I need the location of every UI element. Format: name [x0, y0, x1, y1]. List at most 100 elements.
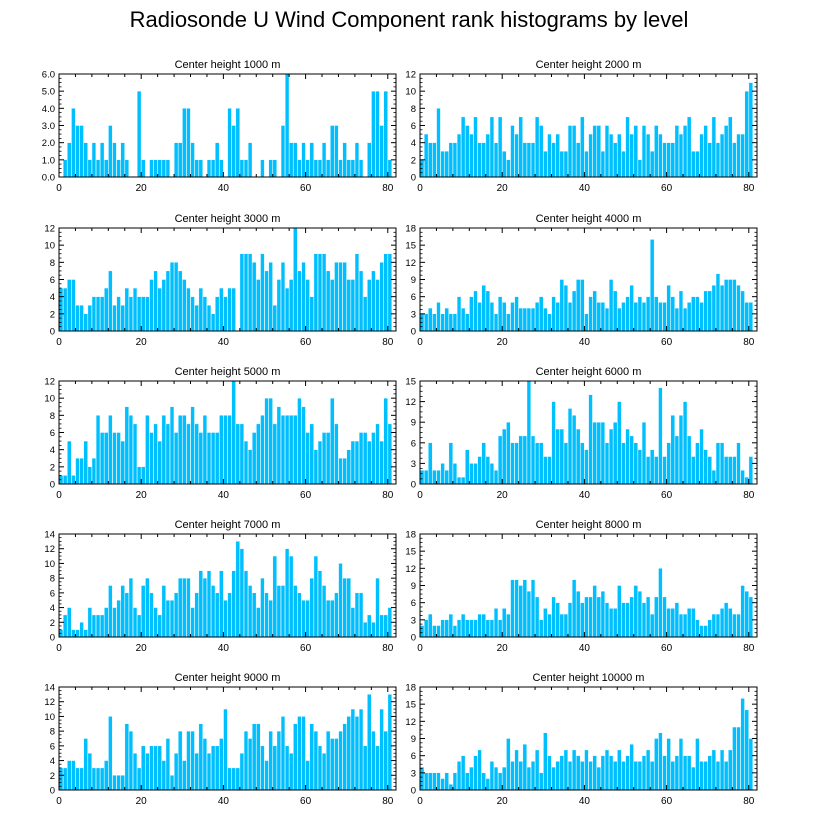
- y-tick-label: 0: [411, 480, 416, 491]
- histogram-bar: [169, 406, 175, 485]
- histogram-bar: [522, 307, 527, 332]
- histogram-bar: [161, 159, 166, 178]
- histogram-bar: [567, 602, 573, 638]
- y-tick-label: 14: [44, 530, 55, 541]
- histogram-bar: [567, 761, 573, 791]
- histogram-bar: [330, 125, 335, 178]
- histogram-bar: [715, 613, 721, 638]
- histogram-bar: [563, 285, 568, 332]
- histogram-bar: [732, 726, 737, 791]
- x-tick-label: 80: [743, 796, 755, 807]
- y-tick-label: 0: [50, 327, 55, 338]
- histogram-bar: [326, 159, 331, 178]
- x-tick-label: 20: [497, 337, 509, 348]
- histogram-bar: [120, 142, 125, 178]
- histogram-bar: [321, 753, 327, 791]
- histogram-bar: [724, 125, 729, 178]
- histogram-bar: [621, 302, 626, 332]
- histogram-bar: [682, 307, 688, 332]
- histogram-bar: [317, 253, 323, 332]
- histogram-bar: [309, 296, 314, 332]
- histogram-bar: [584, 151, 589, 178]
- histogram-bar: [313, 159, 318, 178]
- histogram-bar: [235, 423, 240, 485]
- histogram-bar: [383, 253, 388, 332]
- histogram-bar: [157, 159, 162, 178]
- histogram-bar: [87, 159, 92, 178]
- histogram-bar: [321, 585, 327, 638]
- histogram-bar: [469, 133, 474, 178]
- panel-title: Center height 1000 m: [175, 59, 281, 71]
- histogram-bar: [289, 555, 294, 638]
- histogram-bar: [297, 397, 302, 485]
- histogram-bar: [456, 133, 462, 178]
- histogram-bar: [547, 755, 552, 791]
- histogram-bar: [629, 435, 634, 485]
- histogram-bar: [371, 270, 376, 332]
- histogram-bar: [547, 313, 552, 332]
- histogram-bar: [231, 380, 236, 485]
- x-tick-label: 20: [136, 490, 148, 501]
- y-tick-label: 3: [411, 309, 416, 320]
- histogram-bar: [268, 730, 273, 791]
- histogram-bar: [646, 749, 651, 791]
- x-tick-label: 60: [300, 490, 312, 501]
- histogram-bar: [71, 760, 76, 791]
- histogram-bar: [248, 738, 253, 791]
- histogram-bar: [206, 159, 212, 178]
- histogram-bar: [309, 577, 314, 638]
- y-tick-label: 6: [411, 292, 416, 303]
- histogram-bar: [239, 423, 244, 485]
- histogram-bar: [104, 607, 109, 638]
- histogram-bar: [506, 738, 511, 791]
- histogram-bar: [711, 613, 716, 638]
- histogram-bar: [342, 577, 347, 638]
- histogram-bar: [728, 279, 733, 332]
- y-tick-label: 0: [50, 480, 55, 491]
- histogram-bar: [206, 753, 212, 791]
- histogram-bar: [670, 142, 675, 178]
- histogram-bar: [346, 716, 351, 791]
- histogram-bar: [485, 456, 490, 485]
- histogram-bar: [383, 90, 388, 178]
- histogram-bar: [432, 625, 437, 638]
- histogram-bar: [83, 440, 88, 485]
- histogram-bar: [510, 579, 515, 638]
- histogram-bar: [654, 596, 659, 638]
- x-tick-label: 0: [56, 490, 62, 501]
- histogram-bar: [124, 592, 129, 638]
- histogram-bar: [518, 116, 523, 178]
- histogram-bar: [473, 116, 478, 178]
- histogram-bar: [334, 125, 339, 178]
- histogram-bar: [219, 287, 224, 332]
- histogram-bar: [695, 151, 700, 178]
- histogram-bar: [637, 296, 642, 332]
- histogram-bar: [444, 619, 449, 638]
- histogram-bar: [248, 449, 253, 485]
- histogram-bar: [691, 608, 696, 638]
- histogram-bar: [711, 470, 716, 485]
- histogram-bar: [198, 570, 203, 638]
- histogram-bar: [436, 108, 441, 178]
- histogram-bar: [444, 307, 449, 332]
- x-tick-label: 60: [300, 796, 312, 807]
- x-tick-label: 80: [382, 183, 394, 194]
- histogram-bar: [375, 577, 380, 638]
- x-tick-label: 20: [497, 643, 509, 654]
- histogram-bar: [539, 296, 544, 332]
- histogram-bar: [469, 463, 474, 485]
- histogram-bar: [256, 723, 261, 791]
- histogram-bar: [161, 279, 166, 332]
- histogram-bar: [301, 716, 306, 791]
- y-tick-label: 12: [44, 377, 55, 388]
- x-tick-label: 80: [743, 183, 755, 194]
- y-tick-label: 4: [411, 138, 416, 149]
- y-tick-label: 8: [411, 104, 416, 115]
- x-tick-label: 40: [218, 183, 230, 194]
- histogram-bar: [514, 579, 519, 638]
- histogram-bar: [461, 755, 466, 791]
- histogram-bar: [637, 159, 642, 178]
- histogram-bar: [461, 476, 466, 485]
- histogram-bar: [748, 456, 753, 485]
- y-tick-label: 0: [411, 173, 416, 184]
